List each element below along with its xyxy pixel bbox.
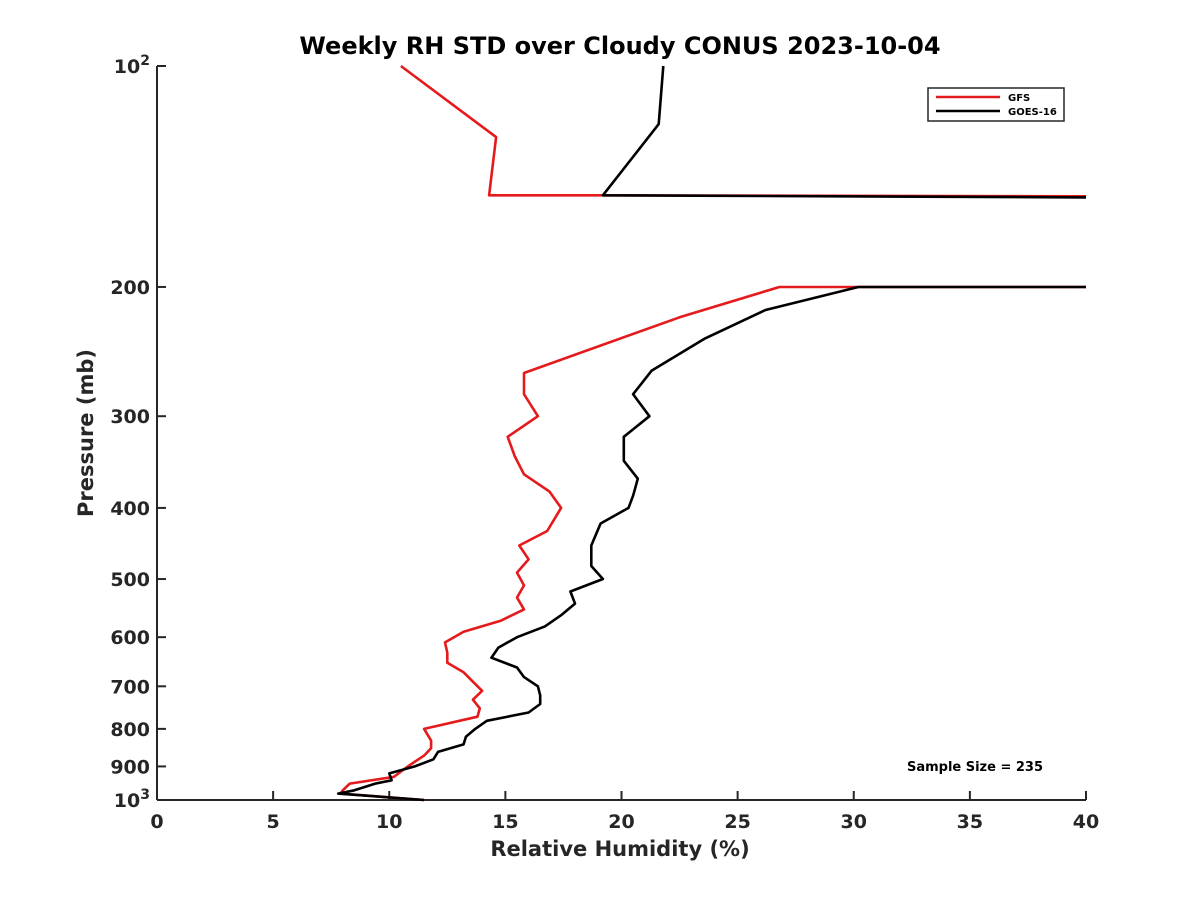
y-tick-label: 700 <box>110 676 150 698</box>
y-tick-label: 800 <box>110 719 150 741</box>
x-tick-label: 25 <box>724 811 750 833</box>
y-tick-label: 102 <box>114 53 150 78</box>
x-tick-label: 5 <box>267 811 280 833</box>
x-tick-label: 15 <box>492 811 518 833</box>
y-tick-label: 900 <box>110 756 150 778</box>
y-tick-label: 400 <box>110 498 150 520</box>
legend-label-gfs: GFS <box>1008 93 1030 104</box>
x-tick-label: 0 <box>150 811 163 833</box>
x-tick-label: 20 <box>608 811 634 833</box>
legend-box <box>927 87 1065 122</box>
x-axis-label: Relative Humidity (%) <box>490 837 749 861</box>
x-tick-label: 30 <box>841 811 867 833</box>
y-tick-label: 300 <box>110 406 150 428</box>
y-tick-label: 200 <box>110 277 150 299</box>
series-line-goes-16 <box>336 285 1086 802</box>
y-tick-label: 500 <box>110 569 150 591</box>
plot-area: 0 5 10 15 20 25 30 35 40 102 200 300 400 500 600 700 800… <box>110 53 1099 833</box>
series-line-goes-16 <box>601 65 1087 199</box>
y-tick-label: 103 <box>114 787 150 812</box>
series-line-gfs <box>339 285 1086 802</box>
x-tick-label: 10 <box>376 811 402 833</box>
y-tick-label: 600 <box>110 627 150 649</box>
sample-size-annotation: Sample Size = 235 <box>907 760 1043 775</box>
legend: GFS GOES-16 <box>927 87 1065 122</box>
x-tick-label: 35 <box>957 811 983 833</box>
x-tick-label: 40 <box>1073 811 1099 833</box>
y-axis-label: Pressure (mb) <box>74 349 98 517</box>
chart-title: Weekly RH STD over Cloudy CONUS 2023-10-… <box>299 32 940 60</box>
series-line-gfs <box>400 64 1087 198</box>
legend-label-goes-16: GOES-16 <box>1008 107 1057 118</box>
